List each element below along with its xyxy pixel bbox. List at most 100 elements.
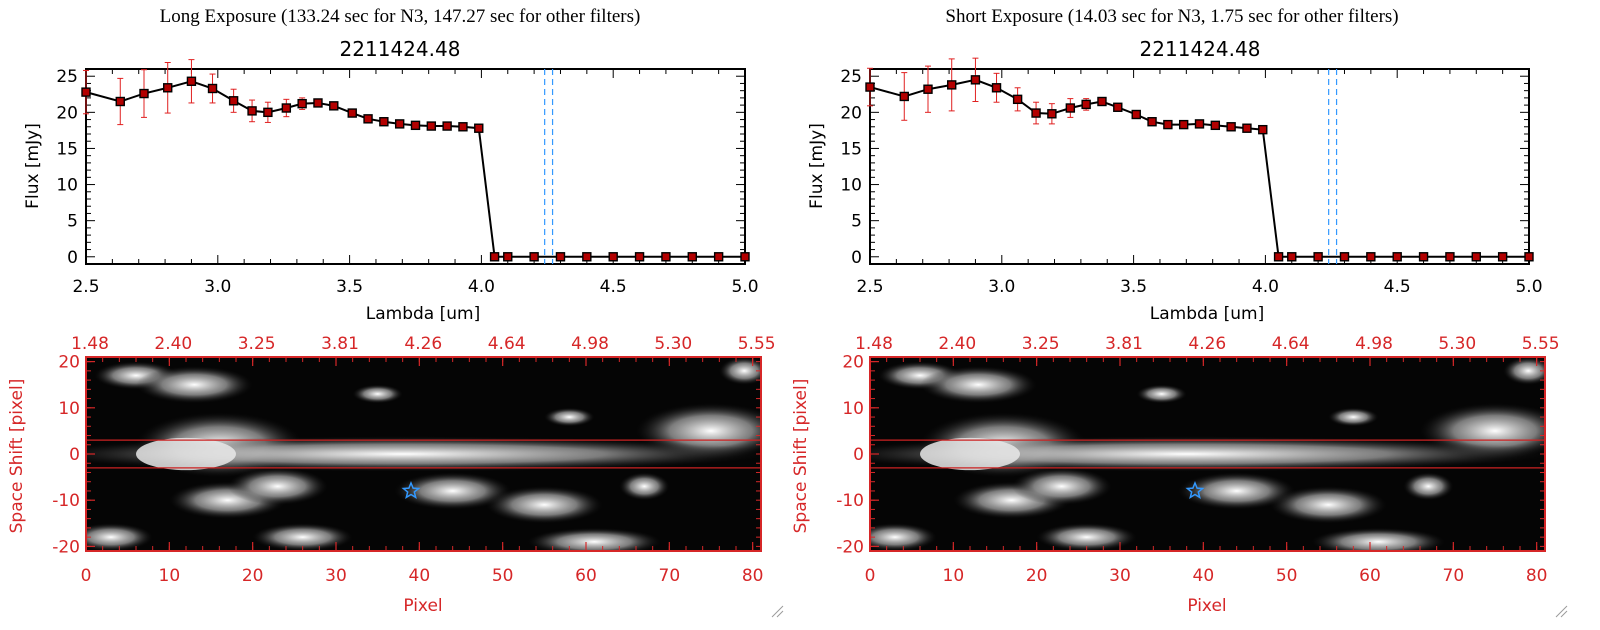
data-point — [1418, 252, 1429, 262]
image-blob — [1178, 472, 1295, 510]
image-blob — [1136, 384, 1187, 404]
top-tick-label: 3.81 — [1105, 334, 1143, 354]
x-tick-label: 20 — [242, 566, 264, 586]
x-tick-label: 4.0 — [468, 277, 495, 297]
y-tick-label: -10 — [836, 491, 864, 511]
short-exposure-header: Short Exposure (14.03 sec for N3, 1.75 s… — [945, 6, 1398, 27]
image-blob — [870, 523, 937, 551]
image-blob — [1270, 486, 1387, 524]
y-tick-label: 0 — [67, 248, 78, 268]
data-point — [1226, 122, 1236, 132]
data-point — [228, 96, 239, 106]
data-point — [474, 123, 484, 133]
y-tick-label: 0 — [851, 248, 862, 268]
short-image-xlabel: Pixel — [1187, 596, 1226, 616]
y-tick-label: 20 — [58, 353, 80, 373]
y-tick-label: 0 — [69, 445, 80, 465]
flux-series-line — [85, 80, 745, 258]
data-point — [379, 117, 389, 127]
long-image-ylabel: Space Shift [pixel] — [7, 379, 27, 534]
y-tick-label: 10 — [58, 399, 80, 419]
y-tick-label: 5 — [851, 212, 862, 232]
y-tick-label: 25 — [56, 67, 78, 87]
data-point — [281, 103, 292, 113]
top-tick-label: 1.48 — [855, 334, 893, 354]
y-tick-label: 15 — [840, 139, 862, 159]
short-spectrum-title: 2211424.48 — [1140, 37, 1261, 61]
data-point — [529, 252, 539, 262]
image-blob — [1011, 467, 1112, 505]
data-point — [1339, 252, 1350, 262]
data-point — [1065, 103, 1076, 113]
y-tick-label: 10 — [840, 176, 862, 196]
data-point — [263, 107, 273, 118]
data-point — [410, 120, 421, 131]
data-point — [313, 98, 323, 108]
central-streak — [86, 436, 761, 472]
resize-grip-icon — [771, 605, 1568, 618]
y-tick-label: 25 — [840, 67, 862, 87]
x-tick-label: 50 — [492, 566, 514, 586]
data-point — [247, 106, 257, 116]
data-point — [442, 121, 452, 131]
data-point — [1471, 252, 1481, 262]
x-tick-label: 60 — [1359, 566, 1381, 586]
short-image-ylabel: Space Shift [pixel] — [791, 379, 811, 534]
x-tick-label: 10 — [159, 566, 181, 586]
y-tick-label: -10 — [52, 491, 80, 511]
data-point — [634, 252, 645, 262]
data-point — [363, 114, 373, 124]
data-point — [1210, 120, 1221, 131]
y-tick-label: 5 — [67, 212, 78, 232]
data-point — [970, 75, 981, 85]
x-tick-label: 70 — [1443, 566, 1465, 586]
x-tick-label: 5.0 — [731, 277, 758, 297]
x-tick-label: 0 — [865, 566, 876, 586]
x-tick-label: 4.5 — [1384, 277, 1411, 297]
x-tick-label: 70 — [659, 566, 681, 586]
short-image-plot: 0 10 20 30 40 50 60 70 80 1.48 2.40 3.25 3.81 4.26 4.6… — [836, 334, 1559, 586]
x-tick-label: 5.0 — [1515, 277, 1542, 297]
y-tick-label: 10 — [842, 399, 864, 419]
top-tick-label: 4.64 — [1272, 334, 1310, 354]
star-icon — [401, 481, 421, 500]
image-blob — [394, 472, 511, 510]
data-point — [1242, 123, 1252, 133]
data-point — [1012, 94, 1023, 105]
short-spectrum-xlabel: Lambda [um] — [1150, 304, 1264, 324]
y-tick-label: 10 — [56, 176, 78, 196]
star-icon — [1185, 481, 1205, 500]
x-tick-label: 3.0 — [204, 277, 231, 297]
data-point — [347, 108, 357, 118]
x-tick-label: 4.5 — [600, 277, 627, 297]
x-tick-label: 3.5 — [336, 277, 363, 297]
image-blob — [619, 472, 670, 501]
top-tick-label: 5.30 — [1438, 334, 1476, 354]
image-blob — [86, 523, 153, 551]
x-tick-label: 3.0 — [988, 277, 1015, 297]
top-tick-label: 4.64 — [488, 334, 526, 354]
central-streak-core — [920, 437, 1020, 471]
top-tick-label: 4.98 — [1355, 334, 1393, 354]
y-tick-label: 20 — [842, 353, 864, 373]
data-point — [503, 252, 513, 262]
data-point — [1258, 124, 1268, 135]
top-tick-label: 3.25 — [1022, 334, 1060, 354]
data-point — [458, 122, 468, 132]
data-point — [1147, 117, 1157, 127]
top-tick-label: 2.40 — [938, 334, 976, 354]
x-tick-label: 2.5 — [72, 277, 99, 297]
top-tick-label: 5.30 — [654, 334, 692, 354]
data-point — [947, 80, 957, 90]
top-tick-label: 3.25 — [238, 334, 276, 354]
data-point — [923, 84, 933, 94]
y-tick-label: 0 — [853, 445, 864, 465]
x-tick-label: 40 — [1193, 566, 1215, 586]
top-tick-label: 4.26 — [1188, 334, 1226, 354]
image-blob — [1503, 357, 1545, 385]
data-point — [1194, 119, 1205, 129]
data-point — [1392, 252, 1402, 262]
data-point — [1131, 109, 1141, 120]
image-content — [870, 357, 1545, 551]
long-exposure-header: Long Exposure (133.24 sec for N3, 147.27… — [160, 6, 641, 27]
